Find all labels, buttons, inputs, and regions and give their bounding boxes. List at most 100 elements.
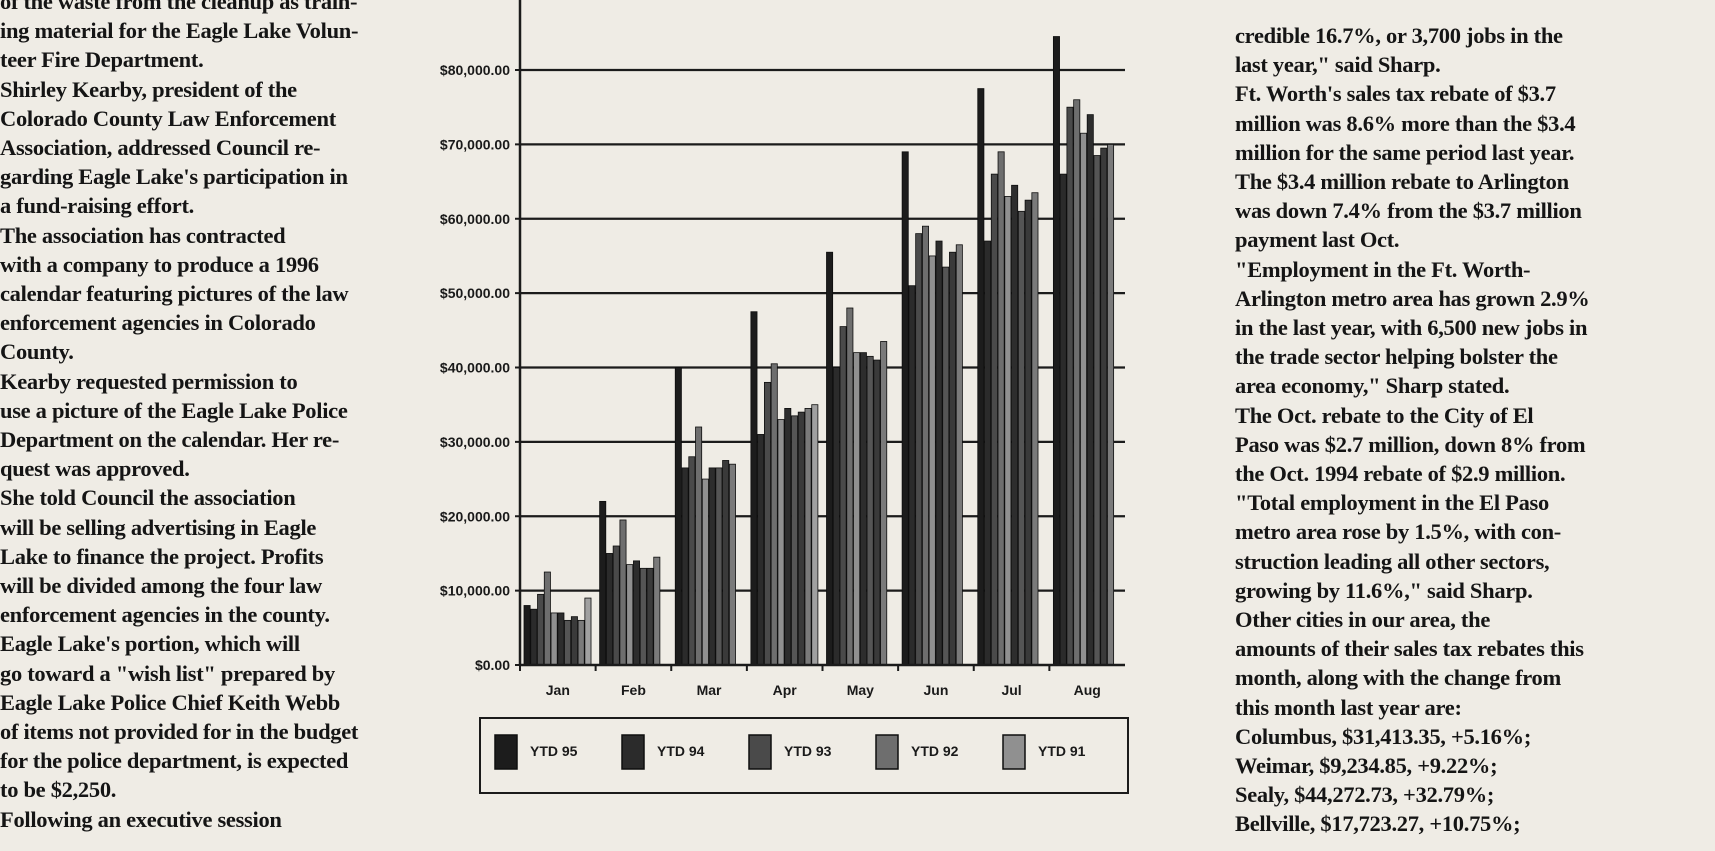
left-article-line: Association, addressed Council re- bbox=[0, 134, 320, 161]
bar bbox=[943, 267, 949, 665]
bar bbox=[874, 360, 880, 665]
legend-swatch bbox=[622, 735, 644, 769]
right-article-line: Other cities in our area, the bbox=[1235, 606, 1490, 633]
left-article-line: Eagle Lake's portion, which will bbox=[0, 630, 300, 657]
right-article-line: amounts of their sales tax rebates this bbox=[1235, 635, 1584, 662]
x-tick-label: Jan bbox=[546, 682, 570, 698]
left-article-line: calendar featuring pictures of the law bbox=[0, 280, 348, 307]
bar bbox=[902, 152, 908, 665]
right-article-line: Paso was $2.7 million, down 8% from bbox=[1235, 431, 1585, 458]
bar bbox=[751, 312, 757, 665]
right-article-line: Bellville, $17,723.27, +10.75%; bbox=[1235, 810, 1520, 837]
x-tick-label: Feb bbox=[621, 682, 646, 698]
bar bbox=[798, 412, 804, 665]
left-article-line: will be divided among the four law bbox=[0, 572, 322, 599]
right-article-line: "Total employment in the El Paso bbox=[1235, 489, 1549, 516]
bar bbox=[1101, 148, 1107, 665]
left-article-line: enforcement agencies in Colorado bbox=[0, 309, 316, 336]
legend-label: YTD 93 bbox=[784, 743, 832, 759]
bar bbox=[812, 405, 818, 665]
bar bbox=[758, 434, 764, 665]
bar bbox=[867, 356, 873, 665]
bar bbox=[1107, 144, 1113, 665]
bar bbox=[998, 152, 1004, 665]
legend-label: YTD 91 bbox=[1038, 743, 1086, 759]
bar bbox=[716, 468, 722, 665]
bar bbox=[922, 226, 928, 665]
bar bbox=[778, 420, 784, 665]
bar bbox=[633, 561, 639, 665]
bar bbox=[949, 252, 955, 665]
bar bbox=[1067, 107, 1073, 665]
left-article-line: a fund-raising effort. bbox=[0, 192, 194, 219]
bar bbox=[620, 520, 626, 665]
bar bbox=[764, 382, 770, 665]
right-article-line: The Oct. rebate to the City of El bbox=[1235, 402, 1533, 429]
bar bbox=[729, 464, 735, 665]
bar bbox=[827, 252, 833, 665]
bar bbox=[1060, 174, 1066, 665]
bar bbox=[860, 353, 866, 665]
bar bbox=[675, 368, 681, 666]
bar bbox=[647, 568, 653, 665]
bar bbox=[551, 613, 557, 665]
bar bbox=[654, 557, 660, 665]
legend-swatch bbox=[749, 735, 771, 769]
bar bbox=[613, 546, 619, 665]
bar bbox=[991, 174, 997, 665]
bar bbox=[585, 598, 591, 665]
bar bbox=[1012, 185, 1018, 665]
bar bbox=[689, 457, 695, 665]
right-article-line: Sealy, $44,272.73, +32.79%; bbox=[1235, 781, 1494, 808]
bar bbox=[544, 572, 550, 665]
left-article-line: Lake to finance the project. Profits bbox=[0, 543, 323, 570]
left-article-line: Shirley Kearby, president of the bbox=[0, 76, 297, 103]
bar bbox=[538, 594, 544, 665]
y-tick-label: $60,000.00 bbox=[440, 211, 510, 227]
bar bbox=[956, 245, 962, 665]
left-article-line: teer Fire Department. bbox=[0, 46, 203, 73]
bar bbox=[1087, 115, 1093, 665]
left-article-line: The association has contracted bbox=[0, 222, 285, 249]
right-article-line: was down 7.4% from the $3.7 million bbox=[1235, 197, 1582, 224]
bar bbox=[916, 234, 922, 665]
left-article-line: use a picture of the Eagle Lake Police bbox=[0, 397, 348, 424]
left-article-line: ing material for the Eagle Lake Volun- bbox=[0, 17, 358, 44]
right-article-line: Columbus, $31,413.35, +5.16%; bbox=[1235, 723, 1531, 750]
bar bbox=[978, 89, 984, 665]
bar bbox=[600, 501, 606, 665]
bar bbox=[565, 620, 571, 665]
x-tick-label: Apr bbox=[773, 682, 798, 698]
bar bbox=[881, 341, 887, 665]
bar bbox=[606, 553, 612, 665]
right-article-line: metro area rose by 1.5%, with con- bbox=[1235, 518, 1561, 545]
bar bbox=[985, 241, 991, 665]
right-article-line: this month last year are: bbox=[1235, 694, 1462, 721]
bar bbox=[709, 468, 715, 665]
x-tick-label: Mar bbox=[697, 682, 722, 698]
left-article-line: for the police department, is expected bbox=[0, 747, 348, 774]
y-tick-label: $80,000.00 bbox=[440, 62, 510, 78]
bar bbox=[1025, 200, 1031, 665]
bar bbox=[702, 479, 708, 665]
right-article-line: million for the same period last year. bbox=[1235, 139, 1574, 166]
right-article-line: Arlington metro area has grown 2.9% bbox=[1235, 285, 1590, 312]
bar bbox=[1074, 100, 1080, 665]
bar bbox=[571, 617, 577, 665]
right-article-line: area economy," Sharp stated. bbox=[1235, 372, 1509, 399]
left-article-line: of the waste from the cleanup as train- bbox=[0, 0, 357, 15]
left-article-line: Following an executive session bbox=[0, 806, 282, 833]
bar bbox=[771, 364, 777, 665]
y-tick-label: $50,000.00 bbox=[440, 285, 510, 301]
bar bbox=[1005, 196, 1011, 665]
bar bbox=[682, 468, 688, 665]
left-article-line: with a company to produce a 1996 bbox=[0, 251, 319, 278]
left-article-line: enforcement agencies in the county. bbox=[0, 601, 330, 628]
y-tick-label: $40,000.00 bbox=[440, 360, 510, 376]
bar bbox=[936, 241, 942, 665]
legend-swatch bbox=[495, 735, 517, 769]
right-article-line: in the last year, with 6,500 new jobs in bbox=[1235, 314, 1587, 341]
y-tick-label: $70,000.00 bbox=[440, 136, 510, 152]
bar bbox=[1080, 133, 1086, 665]
right-article-line: Ft. Worth's sales tax rebate of $3.7 bbox=[1235, 80, 1556, 107]
